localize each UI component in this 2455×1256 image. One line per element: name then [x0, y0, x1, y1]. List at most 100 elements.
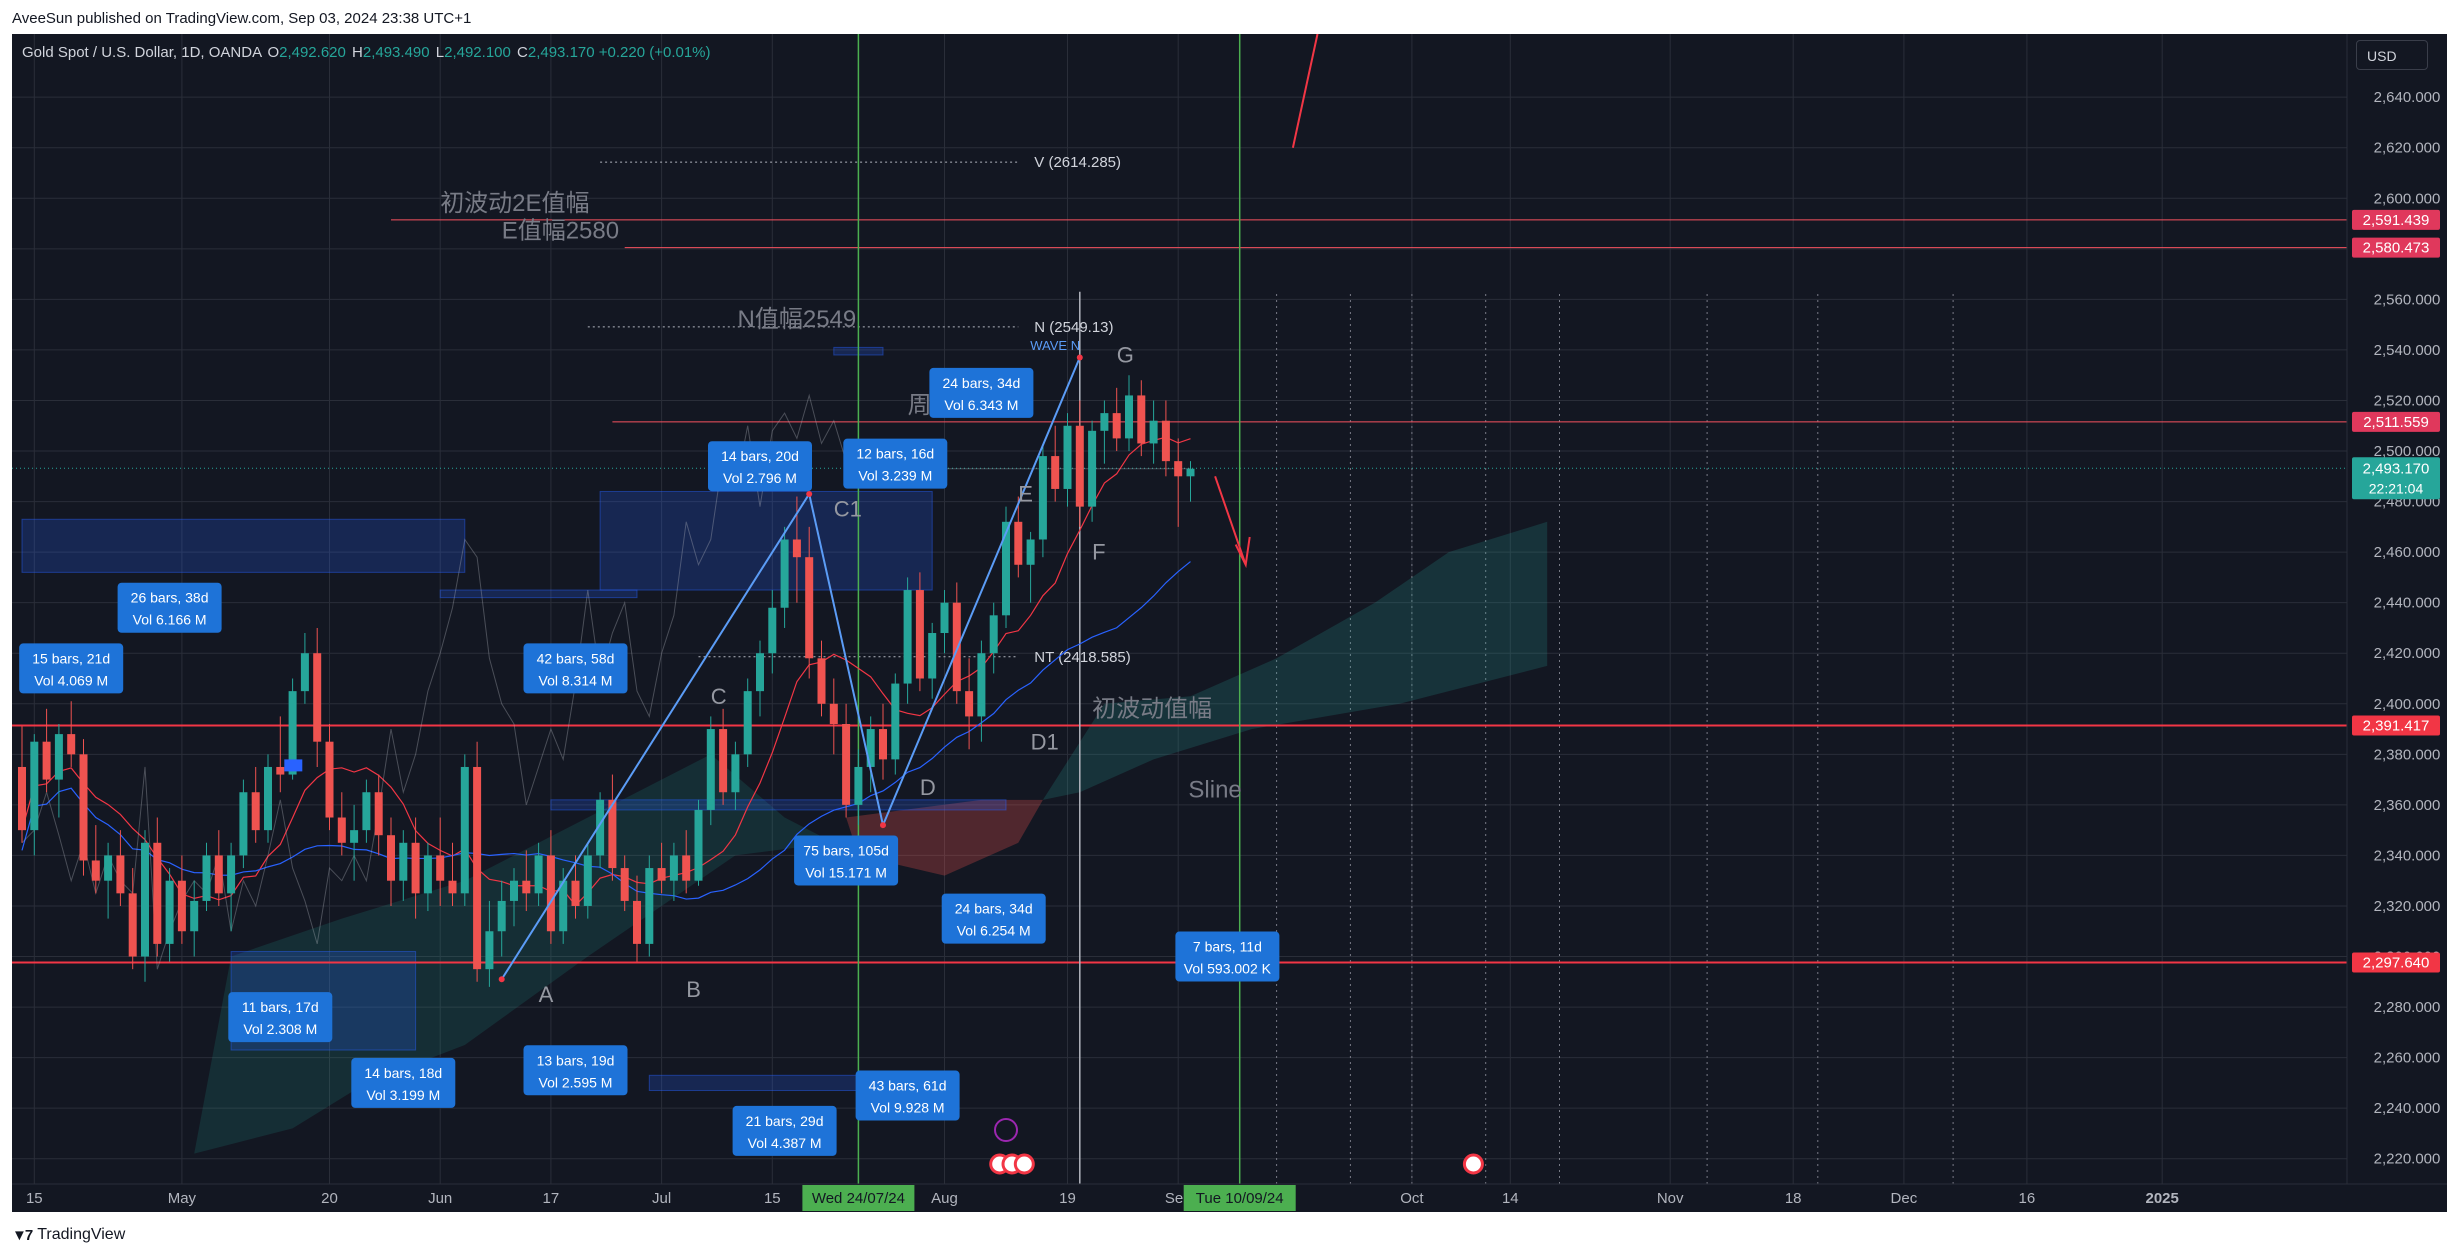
candle-body [177, 880, 186, 932]
range-label-volume: Vol 15.171 M [805, 864, 887, 880]
wave-label: D [920, 775, 936, 800]
price-tick-label: 2,340.000 [2374, 847, 2441, 864]
candle-body [891, 683, 900, 760]
range-label-box [19, 643, 124, 694]
candle-body [534, 855, 543, 894]
price-tick-label: 2,520.000 [2374, 392, 2441, 409]
candle-body [1014, 521, 1023, 565]
candle-body [879, 729, 887, 760]
us-flag-event-icon [1013, 1153, 1035, 1175]
candle-body [116, 855, 125, 894]
brand-text: TradingView [37, 1226, 126, 1243]
time-tick-label: 17 [543, 1190, 560, 1207]
price-tick-label: 2,640.000 [2374, 89, 2441, 106]
candles [18, 375, 1195, 987]
candle-body [214, 855, 223, 894]
candle-body [91, 860, 100, 881]
time-tick-label: Jul [652, 1190, 671, 1207]
price-chart[interactable]: 初波动2E值幅E值幅2580周足中心线初波动值幅V (2614.285)N (2… [12, 34, 2447, 1212]
range-label-box [228, 992, 333, 1043]
low-value: 2,492.100 [444, 44, 511, 61]
candle-body [313, 653, 322, 742]
candle-body [583, 855, 592, 906]
range-label-bars: 14 bars, 20d [721, 448, 799, 464]
range-label-volume: Vol 6.254 M [957, 923, 1031, 939]
candle-body [866, 729, 875, 767]
candle-body [768, 607, 777, 654]
range-label-volume: Vol 9.928 M [871, 1100, 945, 1116]
range-label-bars: 24 bars, 34d [942, 375, 1020, 391]
candle-body [423, 855, 432, 894]
candle-body [337, 817, 346, 843]
price-level-tag [2352, 952, 2440, 973]
candle-body [79, 754, 88, 861]
candle-body [67, 734, 76, 755]
range-label-bars: 7 bars, 11d [1193, 939, 1262, 955]
candle-body [940, 602, 949, 634]
range-label-bars: 42 bars, 58d [537, 650, 615, 666]
chart-area[interactable]: 初波动2E值幅E值幅2580周足中心线初波动值幅V (2614.285)N (2… [12, 34, 2447, 1212]
price-level-tag [2352, 237, 2440, 258]
range-label-volume: Vol 593.002 K [1184, 961, 1272, 977]
candle-body [18, 766, 26, 831]
candle-body [1063, 425, 1072, 489]
candle-body [1026, 539, 1035, 565]
candle-body [104, 855, 113, 881]
candle-body [387, 835, 395, 881]
candle-body [596, 799, 605, 856]
time-tick-label: 2025 [2146, 1190, 2179, 1207]
range-label-box [117, 582, 222, 633]
candle-body [1125, 395, 1133, 439]
current-price-tag-text: 2,493.170 [2363, 460, 2430, 477]
price-tick-label: 2,240.000 [2374, 1100, 2441, 1117]
wave-label: B [686, 977, 701, 1002]
wave-label: C1 [834, 497, 862, 522]
candle-body [731, 754, 740, 793]
range-label-box [708, 441, 812, 492]
wave-label: G [1117, 343, 1134, 368]
wave-label: A [539, 982, 554, 1007]
candle-body [1100, 413, 1109, 431]
candle-body [411, 842, 420, 894]
time-tick-label: Jun [428, 1190, 452, 1207]
range-label-box [523, 1045, 628, 1096]
grid-layer [12, 34, 2347, 1184]
time-tick-label: 19 [1059, 1190, 1076, 1207]
candle-body [1174, 461, 1183, 477]
candle-body [128, 893, 137, 957]
range-label-box [941, 893, 1046, 944]
candle-body [141, 842, 149, 957]
footer-bar [0, 1212, 2455, 1256]
wave-label: D1 [1031, 729, 1059, 754]
candle-body [522, 880, 531, 894]
candle-body [497, 900, 506, 932]
candle-body [780, 539, 789, 608]
candle-body [903, 590, 912, 684]
time-axis: 15 May 20 Jun 17 Jul 15 Aug 19 Sep Oct 14 Nov 18 Dec 16… [12, 1118, 2447, 1212]
range-labels: 15 bars, 21d Vol 4.069 M 26 bars, 38d Vol 6… [19, 367, 1280, 1156]
candle-body [1088, 430, 1097, 507]
price-axis-bg [2347, 34, 2447, 1212]
candle-body [165, 880, 174, 944]
time-tick-label: 20 [321, 1190, 338, 1207]
candle-body [325, 741, 334, 818]
price-tick-label: 2,620.000 [2374, 140, 2441, 157]
range-label-volume: Vol 2.796 M [723, 470, 797, 486]
candle-body [965, 691, 974, 717]
range-label-box [1175, 931, 1280, 982]
candle-body [264, 766, 272, 831]
time-tick-label: May [168, 1190, 197, 1207]
range-label-box [351, 1057, 456, 1108]
cloud-bullish-future [1042, 521, 1548, 800]
price-tick-label: 2,280.000 [2374, 999, 2441, 1016]
projection-level-label: NT (2418.585) [1034, 649, 1130, 666]
candle-body [1038, 456, 1047, 540]
candle-body [977, 653, 986, 717]
candle-body [510, 880, 518, 901]
range-label-bars: 43 bars, 61d [869, 1078, 947, 1094]
symbol-legend: Gold Spot / U.S. Dollar, 1D, OANDA O2,49… [22, 44, 711, 61]
candle-body [276, 766, 285, 775]
tradingview-logo[interactable]: ▼7 TradingView [12, 1226, 125, 1244]
down-arrow-head [1234, 536, 1251, 569]
currency-button[interactable]: USD [2356, 40, 2428, 70]
